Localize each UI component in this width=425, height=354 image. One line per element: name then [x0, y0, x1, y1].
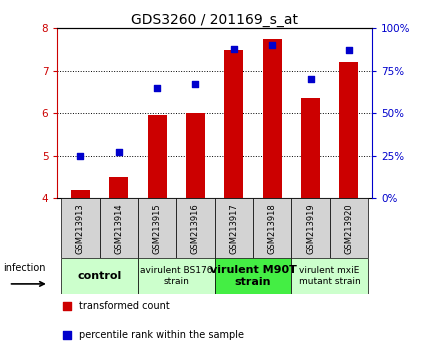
Point [269, 42, 275, 48]
Text: GSM213919: GSM213919 [306, 203, 315, 254]
Bar [215, 198, 253, 258]
Text: transformed count: transformed count [79, 301, 170, 311]
Text: GSM213920: GSM213920 [344, 203, 353, 254]
Bar [99, 198, 138, 258]
Bar [186, 113, 205, 198]
Text: GSM213918: GSM213918 [268, 203, 277, 254]
Text: virulent M90T
strain: virulent M90T strain [210, 265, 296, 287]
Bar [138, 198, 176, 258]
Title: GDS3260 / 201169_s_at: GDS3260 / 201169_s_at [131, 13, 298, 27]
Bar [301, 98, 320, 198]
Bar [215, 258, 291, 294]
Bar [71, 190, 90, 198]
Bar [61, 198, 99, 258]
Point [307, 76, 314, 82]
Point [77, 153, 84, 159]
Bar [147, 115, 167, 198]
Text: GSM213915: GSM213915 [153, 203, 162, 254]
Bar [291, 258, 368, 294]
Bar [291, 198, 330, 258]
Bar [253, 198, 291, 258]
Text: GSM213914: GSM213914 [114, 203, 123, 254]
Text: virulent mxiE
mutant strain: virulent mxiE mutant strain [299, 267, 360, 286]
Text: avirulent BS176
strain: avirulent BS176 strain [140, 267, 212, 286]
Bar [339, 62, 358, 198]
Point [192, 81, 199, 87]
Text: infection: infection [3, 263, 45, 273]
Bar [330, 198, 368, 258]
Point [230, 46, 237, 52]
Point [63, 303, 70, 309]
Text: GSM213917: GSM213917 [230, 203, 238, 254]
Text: GSM213913: GSM213913 [76, 203, 85, 254]
Point [115, 149, 122, 155]
Text: GSM213916: GSM213916 [191, 203, 200, 254]
Text: percentile rank within the sample: percentile rank within the sample [79, 330, 244, 339]
Bar [224, 50, 244, 198]
Bar [61, 258, 138, 294]
Point [346, 47, 352, 53]
Bar [263, 39, 282, 198]
Bar [176, 198, 215, 258]
Bar [138, 258, 215, 294]
Bar [109, 177, 128, 198]
Point [63, 332, 70, 337]
Text: control: control [77, 271, 122, 281]
Point [154, 85, 161, 91]
